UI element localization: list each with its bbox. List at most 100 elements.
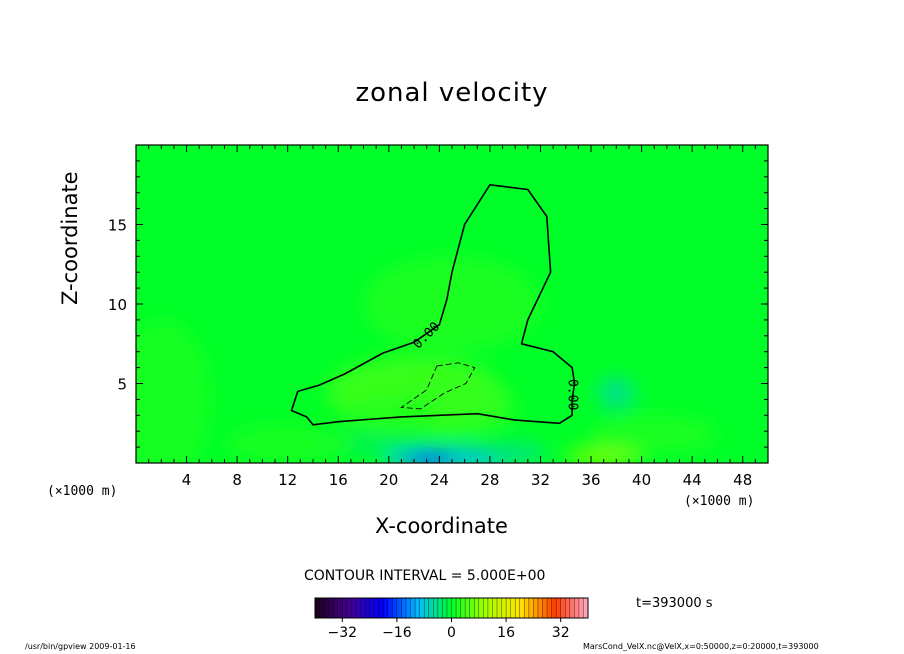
colorbar-cell xyxy=(451,598,457,618)
colorbar-cell xyxy=(542,598,548,618)
x-tick-label: 8 xyxy=(232,471,242,489)
colorbar-cell xyxy=(419,598,425,618)
colorbar-tick-label: 32 xyxy=(552,625,570,641)
x-tick-label: 48 xyxy=(733,471,752,489)
colorbar-cell xyxy=(528,598,534,618)
colorbar: −32 −16 0 16 32 xyxy=(314,597,589,641)
colorbar-cell xyxy=(410,598,416,618)
colorbar-tick-label: −32 xyxy=(328,625,358,641)
colorbar-cell xyxy=(506,598,512,618)
colorbar-cell xyxy=(487,598,493,618)
field-anomaly xyxy=(597,377,636,409)
colorbar-cell xyxy=(383,598,389,618)
colorbar-cell xyxy=(392,598,398,618)
colorbar-cell xyxy=(537,598,543,618)
colorbar-cell xyxy=(437,598,443,618)
colorbar-cell xyxy=(465,598,471,618)
colorbar-cell xyxy=(560,598,566,618)
time-label: t=393000 s xyxy=(636,596,713,611)
colorbar-cell xyxy=(519,598,525,618)
colorbar-cell xyxy=(578,598,584,618)
colorbar-cell xyxy=(492,598,498,618)
x-tick-label: 40 xyxy=(632,471,651,489)
x-tick-label: 28 xyxy=(480,471,499,489)
colorbar-cell xyxy=(351,598,357,618)
footer-data-source: MarsCond_VelX.nc@VelX,x=0:50000,z=0:2000… xyxy=(583,642,819,651)
colorbar-cell xyxy=(415,598,421,618)
colorbar-cell xyxy=(342,598,348,618)
x-axis-label: X-coordinate xyxy=(375,514,508,538)
field-anomaly xyxy=(483,442,547,463)
colorbar-cell xyxy=(460,598,466,618)
colorbar-cell xyxy=(355,598,361,618)
colorbar-cell xyxy=(387,598,393,618)
colorbar-cell xyxy=(378,598,384,618)
colorbar-cell xyxy=(478,598,484,618)
colorbar-cell xyxy=(556,598,562,618)
colorbar-cell xyxy=(369,598,375,618)
colorbar-cell xyxy=(533,598,539,618)
colorbar-cell xyxy=(315,598,320,618)
colorbar-cell xyxy=(374,598,380,618)
chart-title: zonal velocity xyxy=(355,78,549,108)
contour-label: 0.00 xyxy=(565,379,580,410)
colorbar-cell xyxy=(433,598,439,618)
colorbar-cell xyxy=(583,598,589,618)
colorbar-cell xyxy=(365,598,370,618)
colorbar-cell xyxy=(324,598,330,618)
colorbar-cell xyxy=(547,598,552,618)
x-unit-label-left: (×1000 m) xyxy=(47,484,118,499)
colorbar-cell xyxy=(396,598,402,618)
colorbar-cell xyxy=(515,598,521,618)
colorbar-cell xyxy=(337,598,343,618)
x-tick-label: 20 xyxy=(379,471,398,489)
colorbar-cell xyxy=(360,598,366,618)
x-tick-label: 32 xyxy=(531,471,550,489)
colorbar-tick-label: 0 xyxy=(447,625,456,641)
colorbar-cell xyxy=(551,598,557,618)
field-anomaly xyxy=(565,447,642,463)
x-tick-label: 12 xyxy=(278,471,297,489)
colorbar-tick-label: 16 xyxy=(497,625,515,641)
colorbar-cell xyxy=(328,598,334,618)
colorbar-cell xyxy=(569,598,575,618)
colorbar-cell xyxy=(483,598,489,618)
field-anomaly xyxy=(338,396,440,435)
x-unit-label-right: (×1000 m) xyxy=(684,494,755,509)
x-tick-label: 36 xyxy=(581,471,600,489)
colorbar-cell xyxy=(574,598,580,618)
x-tick-label: 4 xyxy=(182,471,192,489)
colorbar-cell xyxy=(406,598,411,618)
colorbar-cell xyxy=(333,598,339,618)
field-anomaly xyxy=(136,319,212,463)
colorbar-cell xyxy=(469,598,475,618)
footer-program-date: /usr/bin/gpview 2009-01-16 xyxy=(25,642,136,651)
colorbar-cell xyxy=(524,598,530,618)
colorbar-cell xyxy=(424,598,430,618)
field-anomaly xyxy=(224,423,351,463)
colorbar-cell xyxy=(497,598,502,618)
y-tick-label: 5 xyxy=(117,376,127,394)
x-tick-label: 24 xyxy=(430,471,449,489)
y-tick-label: 10 xyxy=(108,296,127,314)
colorbar-tick-label: −16 xyxy=(382,625,412,641)
colorbar-cell xyxy=(442,598,448,618)
zero-contour xyxy=(290,184,576,426)
colorbar-cell xyxy=(456,598,461,618)
colorbar-cell xyxy=(565,598,571,618)
colorbar-cell xyxy=(501,598,507,618)
velocity-field xyxy=(136,145,768,463)
field-anomaly xyxy=(591,415,718,454)
x-tick-label: 44 xyxy=(683,471,702,489)
colorbar-cell xyxy=(446,598,452,618)
negative-contour xyxy=(400,362,476,410)
y-tick-label: 15 xyxy=(108,217,127,235)
colorbar-cell xyxy=(401,598,407,618)
colorbar-cell xyxy=(428,598,434,618)
colorbar-cell xyxy=(319,598,325,618)
colorbar-cell xyxy=(346,598,352,618)
x-tick-label: 16 xyxy=(329,471,348,489)
field-anomalies xyxy=(136,256,718,463)
